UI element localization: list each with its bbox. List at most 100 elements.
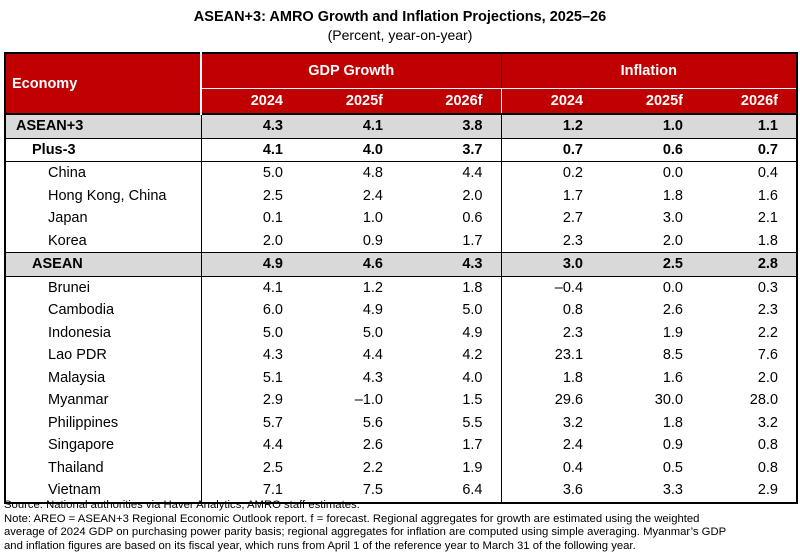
year-header: 2026f (401, 88, 502, 114)
value-cell: 2.6 (662, 302, 684, 319)
year-header: 2024 (501, 88, 602, 114)
value-cell: 4.4 (401, 161, 502, 185)
economy-name: Brunei (5, 276, 202, 299)
value-cell: 4.8 (362, 165, 383, 182)
economy-header: Economy (5, 53, 202, 114)
value-cell: 2.2 (757, 324, 779, 341)
value-cell: 1.6 (757, 187, 779, 204)
economy-name: Lao PDR (5, 344, 202, 367)
table-row: Philippines 5.7 5.6 5.5 3.2 1.8 3.2 (5, 411, 797, 434)
table-body: ASEAN+3 4.3 4.1 3.8 1.2 1.0 1.1 Plus-3 4.1 4.0 3.7… (5, 113, 798, 503)
table-row: Japan 0.1 1.0 0.6 2.7 3.0 2.1 (5, 207, 797, 230)
value-cell: 0.6 (401, 207, 502, 230)
economy-name: Philippines (5, 411, 202, 434)
value-cell: 3.0 (501, 252, 602, 277)
value-cell: 28.0 (749, 392, 779, 409)
value-cell: 7.6 (757, 347, 779, 364)
value-cell: 1.8 (562, 369, 584, 386)
value-cell: 0.2 (562, 165, 584, 182)
value-cell: 7.5 (362, 482, 383, 499)
value-cell: 0.5 (662, 459, 684, 476)
value-cell: 1.2 (501, 113, 602, 139)
value-cell: 1.7 (401, 434, 502, 457)
table-row: Singapore 4.4 2.6 1.7 2.4 0.9 0.8 (5, 434, 797, 457)
value-cell: 1.7 (562, 187, 584, 204)
value-cell: 0.8 (757, 437, 779, 454)
note-line: Source: National authorities via Haver A… (4, 499, 360, 511)
value-cell: 0.8 (562, 302, 584, 319)
group-header: GDP Growth (201, 53, 502, 89)
value-cell: 5.1 (262, 369, 283, 386)
value-cell: 6.0 (262, 302, 283, 319)
value-cell: 2.8 (701, 252, 798, 277)
value-cell: 4.9 (401, 321, 502, 344)
value-cell: 4.9 (362, 302, 383, 319)
value-cell: 2.2 (362, 459, 383, 476)
notes: Source: National authorities via Haver A… (4, 499, 726, 553)
value-cell: 5.0 (362, 324, 383, 341)
table-row: Hong Kong, China 2.5 2.4 2.0 1.7 1.8 1.6 (5, 184, 797, 207)
value-cell: 1.7 (401, 229, 502, 253)
value-cell: 3.8 (401, 113, 502, 139)
economy-name: ASEAN (5, 252, 202, 277)
value-cell: 3.2 (562, 414, 584, 431)
title: ASEAN+3: AMRO Growth and Inflation Proje… (193, 9, 607, 25)
value-cell: 2.0 (601, 229, 702, 253)
value-cell: 3.0 (662, 210, 684, 227)
value-cell: 2.0 (757, 369, 779, 386)
value-cell: 0.7 (701, 138, 798, 162)
value-cell: –0.4 (554, 279, 584, 296)
value-cell: 3.2 (757, 414, 779, 431)
value-cell: 4.0 (401, 366, 502, 389)
value-cell: 30.0 (654, 392, 684, 409)
value-cell: 0.7 (501, 138, 602, 162)
value-cell: 2.9 (262, 392, 283, 409)
value-cell: 2.9 (757, 482, 779, 499)
value-cell: 0.9 (301, 229, 401, 253)
value-cell: 8.5 (662, 347, 684, 364)
value-cell: 0.0 (662, 165, 684, 182)
value-cell: 1.5 (401, 389, 502, 412)
year-row: 2024 2025f 2026f 2024 2025f 2026f (5, 88, 798, 114)
value-cell: 4.9 (201, 252, 301, 277)
economy-name: Plus-3 (5, 138, 202, 162)
value-cell: 0.0 (662, 279, 684, 296)
value-cell: 5.6 (362, 414, 383, 431)
value-cell: 4.1 (301, 113, 401, 139)
note-line: average of 2024 GDP on purchasing power … (4, 526, 727, 539)
value-cell: 0.4 (562, 459, 584, 476)
value-cell: 4.3 (201, 113, 301, 139)
value-cell: 1.9 (401, 456, 502, 479)
value-cell: 0.6 (601, 138, 702, 162)
value-cell: 2.5 (601, 252, 702, 277)
value-cell: 1.8 (662, 187, 684, 204)
year-header: 2025f (601, 88, 702, 114)
group-header: Inflation (501, 53, 798, 89)
value-cell: 4.4 (262, 437, 283, 454)
projection-table: Economy GDP Growth Inflation 2024 2025f 20… (4, 52, 799, 504)
value-cell: 4.3 (401, 252, 502, 277)
table-row: ASEAN+3 4.3 4.1 3.8 1.2 1.0 1.1 (5, 113, 798, 139)
economy-name: Cambodia (5, 299, 202, 322)
table-row: Plus-3 4.1 4.0 3.7 0.7 0.6 0.7 (5, 138, 798, 162)
value-cell: 4.1 (201, 138, 301, 162)
value-cell: 5.7 (262, 414, 283, 431)
value-cell: 1.0 (362, 210, 383, 227)
value-cell: 2.3 (501, 229, 602, 253)
value-cell: 4.1 (262, 279, 283, 296)
value-cell: 1.0 (601, 113, 702, 139)
table-row: Thailand 2.5 2.2 1.9 0.4 0.5 0.8 (5, 456, 797, 479)
economy-name: China (5, 161, 202, 185)
value-cell: 1.6 (662, 369, 684, 386)
table-row: Cambodia 6.0 4.9 5.0 0.8 2.6 2.3 (5, 299, 797, 322)
value-cell: 2.1 (757, 210, 779, 227)
value-cell: 2.4 (562, 437, 584, 454)
value-cell: 0.8 (757, 459, 779, 476)
note-line: Note: AREO = ASEAN+3 Regional Economic O… (4, 512, 700, 525)
note-line: and inflation figures are based on its f… (4, 539, 636, 552)
economy-name: Indonesia (5, 321, 202, 344)
value-cell: 2.0 (201, 229, 301, 253)
table-row: Vietnam 7.1 7.5 6.4 3.6 3.3 2.9 (5, 479, 797, 503)
table-row: Brunei 4.1 1.2 1.8 –0.4 0.0 0.3 (5, 276, 797, 299)
